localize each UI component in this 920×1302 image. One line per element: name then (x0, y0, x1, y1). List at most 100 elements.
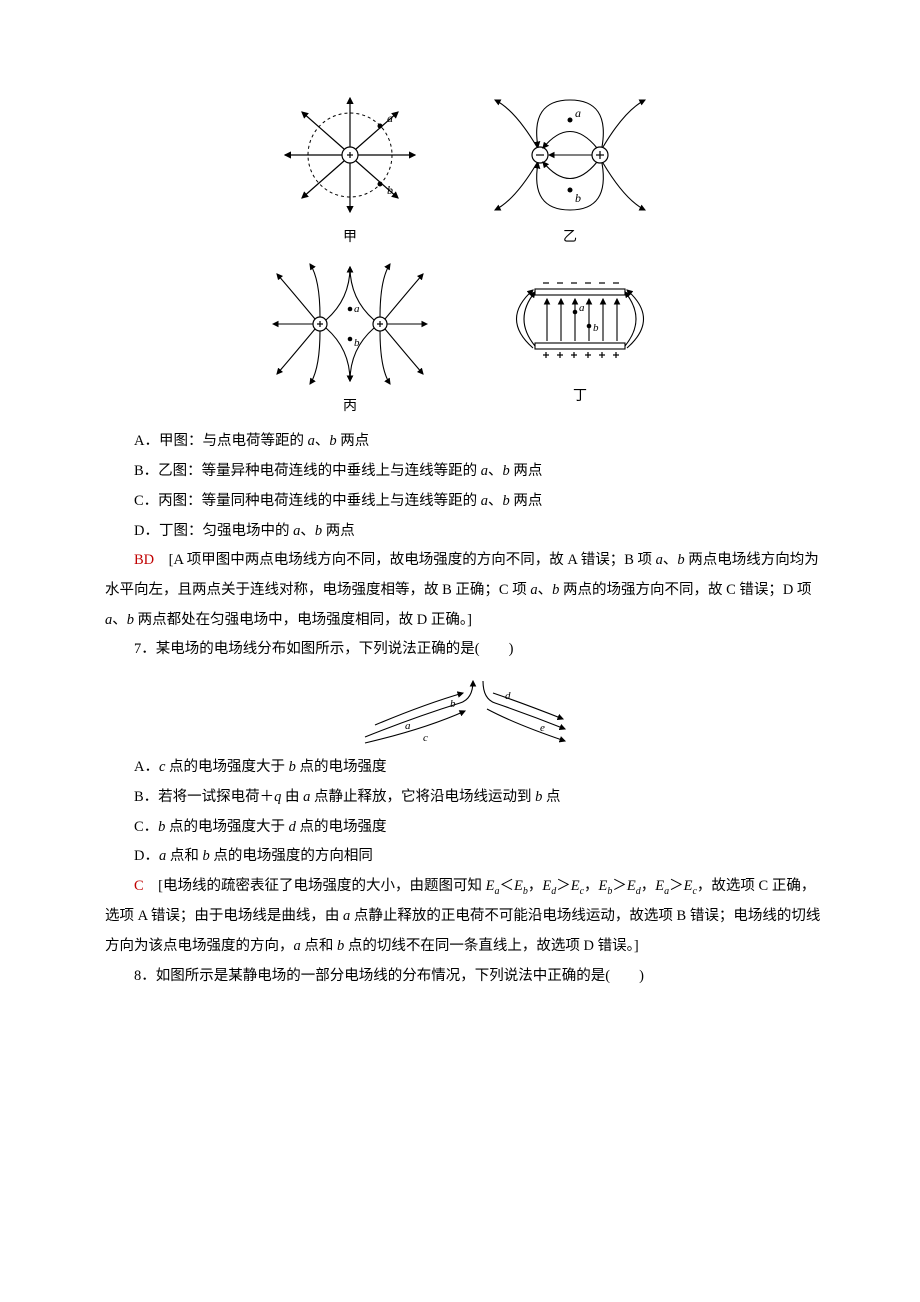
bing-point-b-label: b (354, 337, 360, 349)
q7-figure-svg: a b c d e (355, 669, 575, 749)
q7-exp-sep3: ， (641, 878, 656, 894)
q7-optA-b: b (289, 759, 296, 775)
q6-optB-lead: B．乙图：等量异种电荷连线的中垂线上与连线等距的 (134, 463, 481, 479)
yi-point-b-label: b (575, 191, 581, 205)
q7-label-d: d (505, 690, 511, 702)
q7-optA-mid: 点的电场强度大于 (165, 759, 288, 775)
q6-optA-tail: 两点 (337, 433, 370, 449)
q7-optC-tail: 点的电场强度 (296, 819, 387, 835)
jia-point-b-label: b (387, 183, 393, 197)
q7-optB-tail: 点 (542, 789, 560, 805)
q6-exp-a2: a (530, 582, 537, 598)
q6-exp-b3: b (127, 612, 134, 628)
q6-optC-sep: 、 (488, 493, 503, 509)
q6-optA-a: a (308, 433, 315, 449)
q6-option-d: D．丁图：匀强电场中的 a、b 两点 (105, 517, 825, 547)
q6-exp-s1: 、 (663, 552, 678, 568)
q6-exp-s2: 、 (538, 582, 553, 598)
q6-optA-b: b (329, 433, 336, 449)
figure-row-1: a b 甲 (105, 90, 825, 253)
yi-point-a-label: a (575, 106, 581, 120)
q7-optA-lead: A． (134, 759, 159, 775)
bing-point-a-label: a (354, 303, 360, 315)
q7-optD-tail: 点的电场强度的方向相同 (210, 848, 373, 864)
q7-answer: C (134, 878, 144, 894)
figure-row-2: a b 丙 (105, 259, 825, 422)
figure-jia-label: 甲 (343, 224, 357, 253)
q7-explanation: C [电场线的疏密表征了电场强度的大小，由题图可知 Ea＜Eb，Ed＞Ec，Eb… (105, 872, 825, 962)
q7-exp-sep1: ， (528, 878, 543, 894)
q7-exp-a4: a (294, 938, 301, 954)
q7-exp-gt2: ＞ (612, 878, 627, 894)
q7-exp-p5: 点的切线不在同一条直线上，故选项 D 错误。] (344, 938, 638, 954)
q7-label-c: c (423, 732, 428, 744)
q7-figure: a b c d e (105, 669, 825, 749)
q7-label-a: a (405, 720, 411, 732)
q7-stem: 7．某电场的电场线分布如图所示，下列说法正确的是( ) (105, 635, 825, 665)
q6-optC-a: a (481, 493, 488, 509)
q6-option-c: C．丙图：等量同种电荷连线的中垂线上与连线等距的 a、b 两点 (105, 487, 825, 517)
q7-exp-E4: E (571, 878, 580, 894)
q6-exp-p3: 两点的场强方向不同，故 C 错误；D 项 (559, 582, 811, 598)
ding-point-a-label: a (579, 302, 585, 314)
q7-optC-lead: C． (134, 819, 158, 835)
q6-exp-b1: b (677, 552, 684, 568)
figure-bing-label: 丙 (343, 393, 357, 422)
figure-yi-svg: a b (485, 90, 655, 220)
q6-exp-p1: [A 项甲图中两点电场线方向不同，故电场强度的方向不同，故 A 错误；B 项 (154, 552, 655, 568)
q6-exp-p4: 两点都处在匀强电场中，电场强度相同，故 D 正确。] (134, 612, 472, 628)
q7-exp-p4: 点和 (301, 938, 337, 954)
figure-jia-svg: a b (275, 90, 425, 220)
q7-exp-lt1: ＜ (499, 878, 514, 894)
q7-option-c: C．b 点的电场强度大于 d 点的电场强度 (105, 813, 825, 843)
figure-yi: a b 乙 (485, 90, 655, 253)
q7-exp-E6: E (627, 878, 636, 894)
q7-optD-b: b (202, 848, 209, 864)
q7-exp-E3: E (542, 878, 551, 894)
jia-point-a-label: a (387, 111, 393, 125)
q6-optC-b: b (503, 493, 510, 509)
q7-exp-p1: [电场线的疏密表征了电场强度的大小，由题图可知 (144, 878, 486, 894)
q8-stem: 8．如图所示是某静电场的一部分电场线的分布情况，下列说法中正确的是( ) (105, 962, 825, 992)
q7-optB-m1: 由 (281, 789, 303, 805)
q6-answer: BD (134, 552, 154, 568)
q7-optA-tail: 点的电场强度 (296, 759, 387, 775)
q7-exp-E2: E (514, 878, 523, 894)
q6-optD-lead: D．丁图：匀强电场中的 (134, 523, 293, 539)
q7-option-b: B．若将一试探电荷＋q 由 a 点静止释放，它将沿电场线运动到 b 点 (105, 783, 825, 813)
q7-optC-mid: 点的电场强度大于 (165, 819, 288, 835)
q6-option-a: A．甲图：与点电荷等距的 a、b 两点 (105, 427, 825, 457)
q7-exp-gt3: ＞ (669, 878, 684, 894)
q7-label-e: e (540, 722, 545, 734)
figure-ding-label: 丁 (573, 383, 587, 412)
q7-optC-d: d (289, 819, 296, 835)
q6-optA-lead: A．甲图：与点电荷等距的 (134, 433, 308, 449)
figure-jia: a b 甲 (275, 90, 425, 253)
q7-optD-lead: D． (134, 848, 159, 864)
q6-optB-a: a (481, 463, 488, 479)
figure-yi-label: 乙 (563, 224, 577, 253)
q7-optD-mid: 点和 (166, 848, 202, 864)
q6-optA-sep: 、 (315, 433, 330, 449)
q6-optB-tail: 两点 (510, 463, 543, 479)
q7-option-d: D．a 点和 b 点的电场强度的方向相同 (105, 842, 825, 872)
q6-exp-s3: 、 (112, 612, 127, 628)
q6-optC-lead: C．丙图：等量同种电荷连线的中垂线上与连线等距的 (134, 493, 481, 509)
q7-optB-lead: B．若将一试探电荷＋ (134, 789, 274, 805)
ding-point-b-label: b (593, 322, 599, 334)
q7-exp-sep2: ， (584, 878, 599, 894)
q6-optB-sep: 、 (488, 463, 503, 479)
q6-exp-a1: a (656, 552, 663, 568)
figure-ding: a b 丁 (495, 259, 665, 422)
q6-optB-b: b (503, 463, 510, 479)
q7-optB-m2: 点静止释放，它将沿电场线运动到 (310, 789, 535, 805)
q7-exp-gt1: ＞ (556, 878, 571, 894)
q6-option-b: B．乙图：等量异种电荷连线的中垂线上与连线等距的 a、b 两点 (105, 457, 825, 487)
q6-optC-tail: 两点 (510, 493, 543, 509)
q6-optD-sep: 、 (300, 523, 315, 539)
q7-option-a: A．c 点的电场强度大于 b 点的电场强度 (105, 753, 825, 783)
q7-exp-E7: E (655, 878, 664, 894)
figure-bing: a b 丙 (265, 259, 435, 422)
q7-label-b: b (450, 698, 456, 710)
q6-explanation: BD [A 项甲图中两点电场线方向不同，故电场强度的方向不同，故 A 错误；B … (105, 546, 825, 635)
